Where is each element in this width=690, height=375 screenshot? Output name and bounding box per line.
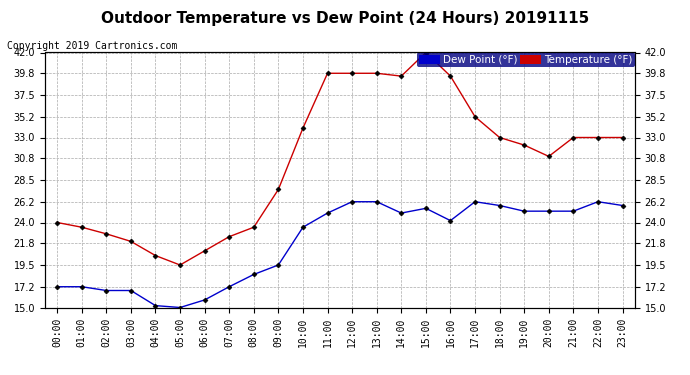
Legend: Dew Point (°F), Temperature (°F): Dew Point (°F), Temperature (°F) [417, 53, 635, 67]
Text: Outdoor Temperature vs Dew Point (24 Hours) 20191115: Outdoor Temperature vs Dew Point (24 Hou… [101, 11, 589, 26]
Text: Copyright 2019 Cartronics.com: Copyright 2019 Cartronics.com [7, 41, 177, 51]
